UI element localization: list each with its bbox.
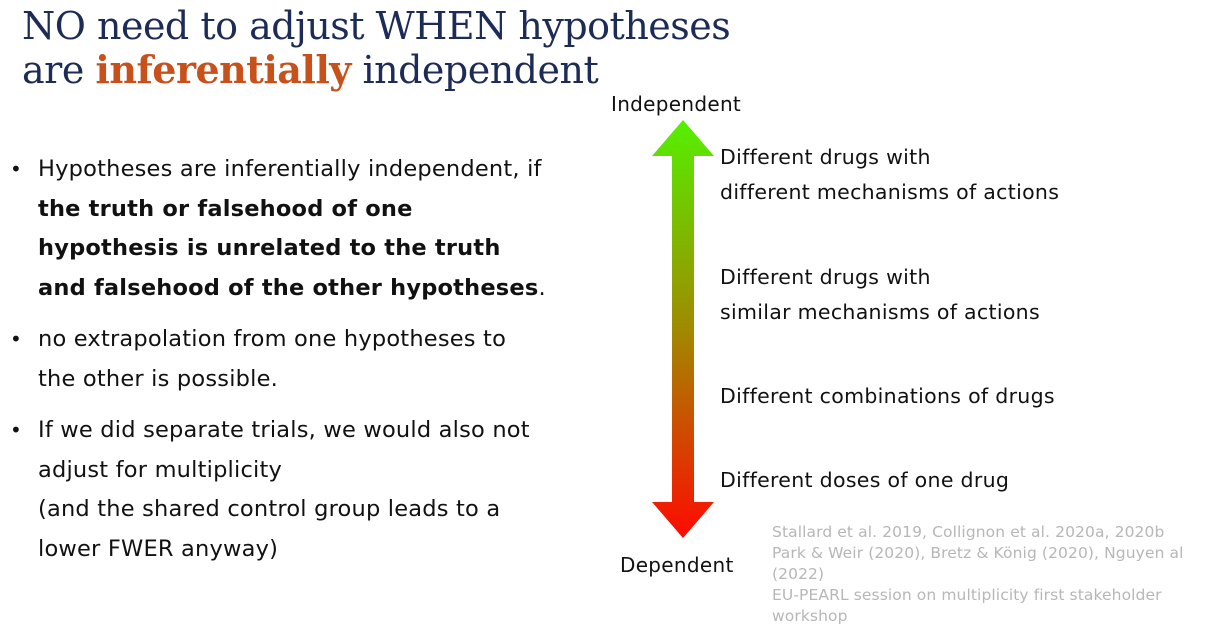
bullet-marker: • bbox=[10, 327, 22, 351]
title-line-2: are inferentially independent bbox=[22, 47, 782, 93]
level-4-line-1: Different doses of one drug bbox=[720, 468, 1010, 492]
references: Stallard et al. 2019, Collignon et al. 2… bbox=[772, 522, 1202, 627]
level-different-mechanisms: Different drugs with different mechanism… bbox=[720, 140, 1059, 210]
scale-top-label: Independent bbox=[611, 92, 742, 116]
reference-line-3: EU-PEARL session on multiplicity first s… bbox=[772, 586, 1162, 625]
double-arrow-icon bbox=[652, 120, 714, 538]
level-drug-combinations: Different combinations of drugs bbox=[720, 379, 1055, 414]
bullet-1-bold-text: the truth or falsehood of one hypothesis… bbox=[38, 195, 539, 301]
reference-line-2: Park & Weir (2020), Bretz & König (2020)… bbox=[772, 544, 1184, 583]
title-line-1: NO need to adjust WHEN hypotheses bbox=[22, 4, 731, 48]
bullet-item-extrapolation: • no extrapolation from one hypotheses t… bbox=[10, 320, 550, 399]
title-line-2-pre: are bbox=[22, 48, 96, 92]
level-2-line-1: Different drugs with bbox=[720, 265, 931, 289]
bullet-1-text: Hypotheses are inferentially independent… bbox=[38, 156, 542, 182]
level-1-line-2: different mechanisms of actions bbox=[720, 180, 1060, 204]
bullet-item-separate-trials: • If we did separate trials, we would al… bbox=[10, 411, 550, 569]
level-2-line-2: similar mechanisms of actions bbox=[720, 300, 1040, 324]
reference-line-1: Stallard et al. 2019, Collignon et al. 2… bbox=[772, 523, 1165, 541]
double-arrow-shape bbox=[652, 120, 714, 538]
bullet-1-end: . bbox=[538, 274, 546, 301]
bullet-marker: • bbox=[10, 418, 22, 442]
scale-bottom-label: Dependent bbox=[620, 553, 734, 577]
title-line-2-post: independent bbox=[350, 48, 599, 92]
bullet-marker: • bbox=[10, 157, 22, 181]
bullet-3-text: If we did separate trials, we would also… bbox=[38, 417, 530, 483]
bullet-2-text: no extrapolation from one hypotheses to … bbox=[38, 326, 507, 392]
title-emphasis: inferentially bbox=[95, 47, 351, 92]
level-3-line-1: Different combinations of drugs bbox=[720, 384, 1055, 408]
level-1-line-1: Different drugs with bbox=[720, 145, 931, 169]
level-doses-one-drug: Different doses of one drug bbox=[720, 463, 1009, 498]
bullet-3-note: (and the shared control group leads to a… bbox=[38, 496, 501, 562]
bullet-list: • Hypotheses are inferentially independe… bbox=[10, 150, 550, 581]
slide-title: NO need to adjust WHEN hypotheses are in… bbox=[22, 4, 782, 92]
bullet-item-definition: • Hypotheses are inferentially independe… bbox=[10, 150, 550, 308]
level-similar-mechanisms: Different drugs with similar mechanisms … bbox=[720, 260, 1040, 330]
